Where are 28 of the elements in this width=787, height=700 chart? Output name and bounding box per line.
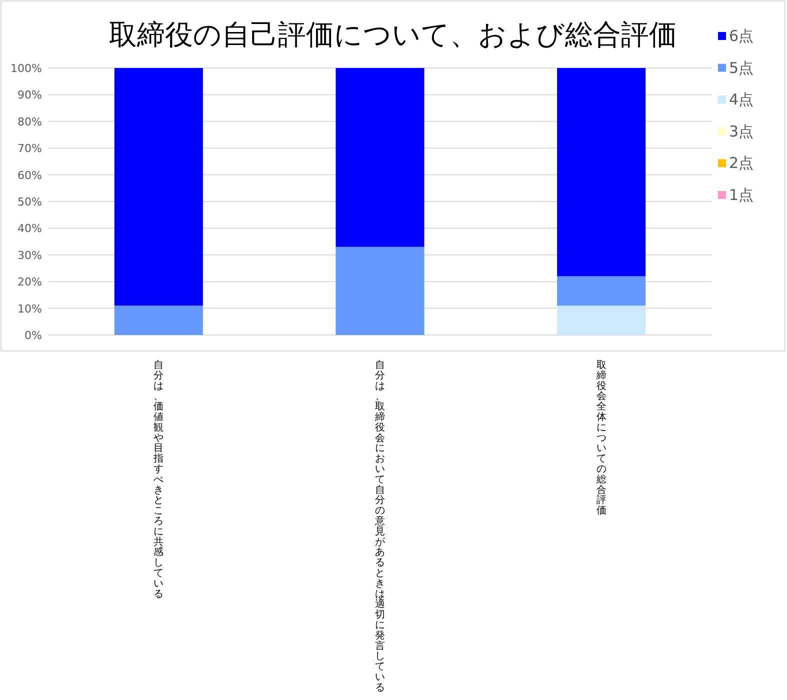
bar bbox=[557, 276, 646, 306]
legend-label: 1点 bbox=[729, 186, 754, 204]
bar bbox=[557, 68, 646, 276]
y-tick-label: 40% bbox=[18, 222, 42, 236]
y-tick-label: 100% bbox=[10, 62, 42, 75]
chart-title: 取締役の自己評価について、および総合評価 bbox=[109, 18, 677, 51]
bar bbox=[336, 246, 424, 335]
bar bbox=[114, 306, 203, 335]
bar bbox=[336, 68, 424, 247]
y-tick-label: 50% bbox=[18, 196, 42, 208]
bar bbox=[114, 68, 203, 306]
legend-label: 2点 bbox=[729, 154, 754, 172]
y-tick-label: 70% bbox=[18, 142, 42, 156]
category-label: 自分は、取締役会において自分の意見があるときは適切に発言している bbox=[375, 360, 385, 694]
bar bbox=[557, 306, 646, 335]
y-tick-label: 90% bbox=[18, 88, 42, 102]
y-tick-label: 60% bbox=[18, 168, 42, 182]
legend-label: 4点 bbox=[729, 90, 754, 109]
y-tick-label: 10% bbox=[18, 302, 42, 316]
legend-label: 5点 bbox=[729, 58, 754, 77]
y-tick-label: 20% bbox=[18, 276, 42, 289]
y-tick-label: 0% bbox=[24, 329, 42, 342]
category-label: 自分は、価値観や目指すべきところに共感している bbox=[154, 360, 164, 600]
legend-label: 3点 bbox=[729, 122, 754, 140]
legend-label: 6点 bbox=[729, 27, 754, 45]
y-tick-label: 80% bbox=[18, 115, 42, 128]
category-label: 取締役会全体についての総合評価 bbox=[596, 360, 606, 517]
y-tick-label: 30% bbox=[18, 248, 42, 262]
